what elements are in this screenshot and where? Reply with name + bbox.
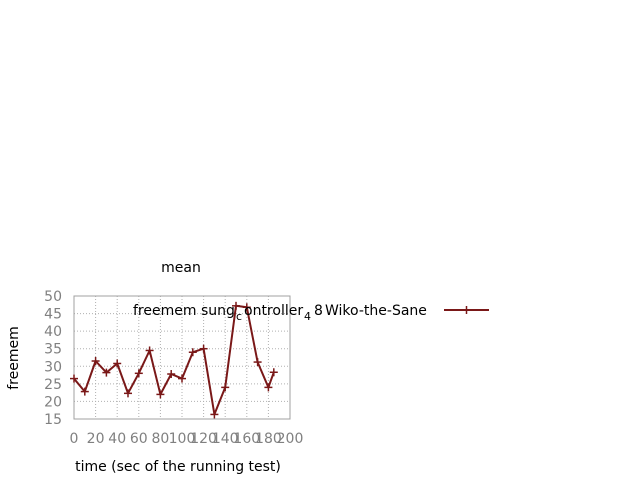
- legend-ontroller: ontroller: [244, 303, 303, 319]
- y-tick-label: 30: [44, 359, 62, 375]
- legend: freemem sung c ontroller 4 8 Wiko-the-Sa…: [133, 303, 489, 323]
- y-tick-label: 15: [44, 412, 62, 428]
- grid: [74, 296, 290, 419]
- data-point-marker: [70, 374, 78, 383]
- data-point-marker: [80, 387, 89, 396]
- data-point-marker: [156, 390, 165, 399]
- data-point-marker: [242, 303, 251, 312]
- y-tick-label: 45: [44, 307, 62, 323]
- data-point-marker: [167, 370, 176, 379]
- y-tick-label: 40: [44, 324, 62, 340]
- x-tick-label: 160: [233, 431, 260, 447]
- data-point-marker: [264, 383, 273, 392]
- x-tick-label: 100: [169, 431, 196, 447]
- legend-c: c: [236, 310, 242, 323]
- y-tick-label: 35: [44, 342, 62, 358]
- legend-prefix: freemem sung: [133, 303, 235, 319]
- legend-sub4: 4: [304, 310, 311, 323]
- series-line: [73, 304, 275, 416]
- data-point-marker: [269, 368, 278, 377]
- x-tick-label: 140: [212, 431, 239, 447]
- x-tick-label: 40: [108, 431, 126, 447]
- data-point-marker: [91, 357, 100, 366]
- data-point-marker: [102, 368, 111, 377]
- data-point-marker: [188, 348, 197, 357]
- x-tick-label: 120: [190, 431, 217, 447]
- y-tick-label: 50: [44, 289, 62, 305]
- x-tick-label: 0: [70, 431, 79, 447]
- x-tick-label: 20: [87, 431, 105, 447]
- y-tick-label: 25: [44, 377, 62, 393]
- x-tick-label: 80: [151, 431, 169, 447]
- data-point-marker: [124, 389, 132, 398]
- data-point-marker: [232, 301, 240, 310]
- plot-frame: [73, 295, 291, 420]
- data-point-marker: [199, 344, 208, 353]
- x-tick-label: 200: [277, 431, 304, 447]
- data-point-marker: [145, 346, 154, 355]
- data-point-marker: [113, 359, 122, 368]
- series-layer: [70, 301, 278, 419]
- y-axis-label: freemem: [6, 326, 22, 390]
- legend-suffix: Wiko-the-Sane: [325, 303, 427, 319]
- legend-marker: [462, 306, 471, 314]
- y-tick-label: 20: [44, 394, 62, 410]
- data-point-marker: [253, 358, 262, 367]
- data-point-marker: [221, 383, 230, 392]
- x-tick-label: 60: [130, 431, 148, 447]
- data-point-marker: [178, 374, 186, 383]
- x-tick-label: 180: [255, 431, 282, 447]
- x-axis-label: time (sec of the running test): [75, 459, 281, 475]
- data-point-marker: [210, 410, 219, 419]
- data-point-marker: [134, 369, 143, 378]
- legend-eight: 8: [314, 303, 323, 319]
- chart-title: mean: [161, 260, 201, 276]
